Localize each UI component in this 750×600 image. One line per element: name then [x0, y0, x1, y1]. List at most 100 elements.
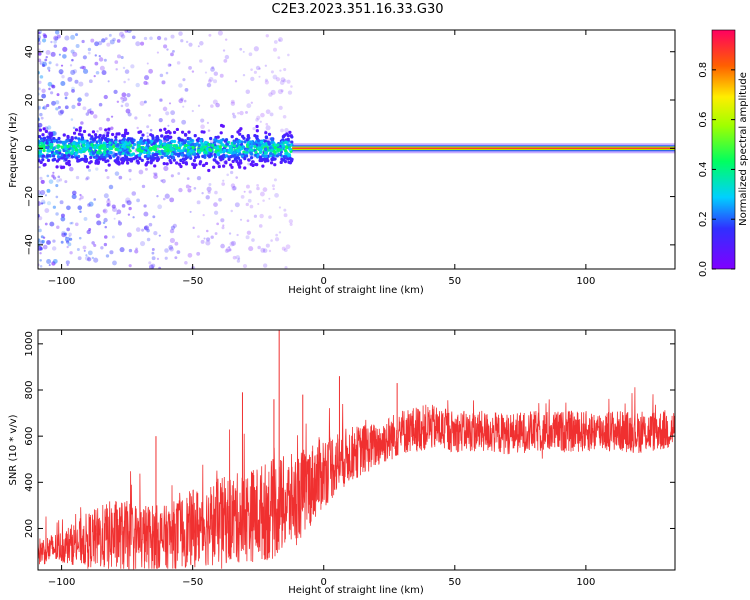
band-cell: [263, 139, 267, 143]
speckle-cell: [48, 179, 54, 184]
speckle-cell: [230, 183, 236, 188]
speckle-cell: [38, 216, 43, 221]
speckle-cell: [87, 47, 92, 52]
speckle-cell: [287, 90, 293, 95]
band-cell: [240, 154, 244, 158]
speckle-cell: [264, 64, 267, 67]
band-cell: [56, 145, 60, 149]
band-cell: [264, 131, 268, 135]
band-cell: [55, 165, 59, 169]
band-cell: [246, 140, 251, 144]
speckle-cell: [220, 218, 225, 223]
band-cell: [248, 148, 252, 152]
band-cell: [287, 143, 291, 147]
band-cell: [142, 150, 146, 154]
speckle-cell: [117, 221, 123, 226]
speckle-cell: [38, 166, 41, 169]
speckle-cell: [239, 110, 244, 116]
speckle-cell: [199, 41, 204, 46]
band-cell: [67, 163, 72, 167]
speckle-cell: [101, 38, 106, 43]
spectrogram-y-axis-label: Frequency (Hz): [8, 112, 19, 188]
speckle-cell: [42, 64, 46, 68]
band-cell: [273, 163, 277, 167]
speckle-cell: [141, 228, 145, 232]
speckle-cell: [50, 84, 55, 88]
band-cell: [213, 158, 217, 162]
band-cell: [176, 154, 181, 158]
speckle-cell: [66, 227, 71, 232]
speckle-cell: [169, 63, 172, 67]
speckle-cell: [136, 126, 139, 130]
speckle-cell: [163, 165, 169, 172]
band-cell: [89, 155, 93, 160]
band-cell: [158, 128, 163, 132]
speckle-cell: [134, 249, 139, 254]
speckle-cell: [192, 226, 195, 230]
band-cell: [245, 138, 249, 142]
band-cell: [233, 157, 237, 161]
speckle-cell: [157, 204, 163, 210]
speckle-cell: [270, 239, 273, 242]
band-cell: [105, 154, 109, 158]
band-cell: [42, 145, 46, 149]
band-cell: [279, 160, 283, 164]
speckle-cell: [126, 200, 132, 206]
speckle-cell: [170, 225, 176, 230]
band-cell: [40, 141, 44, 146]
speckle-cell: [93, 257, 99, 263]
band-cell: [63, 140, 67, 145]
speckle-cell: [230, 240, 236, 246]
band-cell: [44, 129, 48, 134]
speckle-cell: [143, 80, 148, 86]
band-cell: [46, 135, 50, 139]
speckle-cell: [67, 76, 73, 82]
band-cell: [249, 140, 253, 144]
speckle-cell: [54, 36, 59, 41]
speckle-cell: [214, 232, 218, 235]
speckle-cell: [278, 37, 283, 43]
speckle-cell: [196, 175, 202, 181]
band-cell: [252, 142, 256, 146]
band-cell: [257, 143, 262, 147]
speckle-cell: [232, 255, 237, 260]
speckle-cell: [77, 97, 82, 102]
speckle-cell: [45, 55, 48, 59]
speckle-cell: [75, 44, 80, 49]
speckle-cell: [246, 219, 250, 223]
band-cell: [75, 156, 79, 160]
speckle-cell: [123, 80, 126, 84]
band-cell: [126, 151, 130, 155]
colorbar: 0.0 0.2 0.4 0.6 0.8 Normalized spectral ampl…: [698, 29, 749, 277]
speckle-cell: [78, 236, 82, 240]
band-cell: [130, 153, 134, 157]
speckle-cell: [70, 118, 74, 121]
speckle-cell: [264, 78, 268, 82]
band-cell: [231, 159, 235, 164]
speckle-cell: [242, 50, 245, 53]
speckle-cell: [210, 104, 214, 108]
speckle-cell: [40, 199, 46, 205]
speckle-cell: [167, 63, 172, 67]
band-cell: [269, 161, 274, 165]
band-cell: [91, 130, 96, 134]
spectrogram-x-ticks: −100 −50 0 50 100: [48, 30, 595, 287]
band-cell: [116, 147, 120, 152]
speckle-cell: [169, 246, 174, 252]
band-cell: [80, 140, 84, 144]
band-cell: [270, 140, 274, 145]
speckle-cell: [52, 258, 58, 264]
speckle-cell: [232, 185, 237, 191]
snr-x-axis-label: Height of straight line (km): [288, 585, 424, 596]
speckle-cell: [110, 115, 114, 118]
speckle-cell: [66, 245, 69, 249]
speckle-cell: [187, 252, 193, 258]
band-cell: [97, 135, 101, 139]
colorbar-label: Normalized spectral amplitude: [738, 72, 749, 226]
band-cell: [193, 152, 197, 156]
band-cell: [249, 151, 253, 155]
speckle-cell: [236, 259, 241, 263]
band-cell: [111, 132, 115, 137]
speckle-cell: [69, 237, 73, 241]
band-cell: [162, 161, 166, 166]
